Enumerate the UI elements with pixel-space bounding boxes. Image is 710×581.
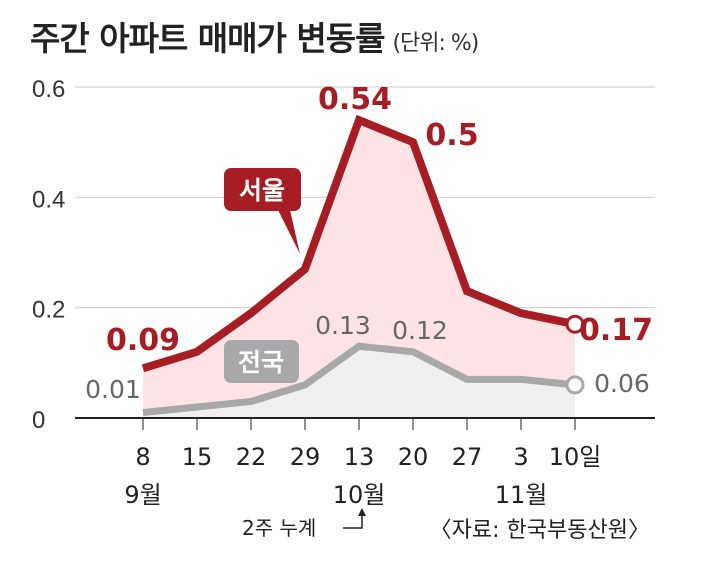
data-label: 0.54 xyxy=(318,82,392,117)
y-tick-label: 0.6 xyxy=(32,76,65,103)
legend-pointer xyxy=(278,210,300,254)
note-arrow xyxy=(343,514,363,529)
month-label: 11월 xyxy=(495,481,548,509)
y-tick-label: 0 xyxy=(32,407,45,434)
title-text: 주간 아파트 매매가 변동률 xyxy=(30,19,385,58)
x-tick-label: 27 xyxy=(452,443,483,471)
data-point xyxy=(565,375,585,395)
data-label: 0.13 xyxy=(315,311,371,340)
x-tick-label: 22 xyxy=(236,443,267,471)
legend-badge-seoul xyxy=(224,168,301,211)
data-point xyxy=(565,314,585,334)
source-label: 〈자료: 한국부동산원〉 xyxy=(429,518,650,543)
annotation-note: 2주 누계 xyxy=(242,516,317,540)
series-line-전국 xyxy=(142,342,576,416)
data-label: 0.06 xyxy=(594,369,650,398)
data-label: 0.09 xyxy=(106,323,180,358)
data-label: 0.01 xyxy=(85,375,141,404)
month-label: 9월 xyxy=(124,481,161,509)
x-tick-label: 20 xyxy=(398,443,429,471)
unit-label: (단위: %) xyxy=(392,31,479,56)
series-line-서울 xyxy=(141,114,576,373)
month-label: 10월 xyxy=(333,481,386,509)
x-tick-label: 10일 xyxy=(549,443,602,471)
x-tick-label: 29 xyxy=(290,443,321,471)
note-arrowhead xyxy=(358,508,366,516)
legend-label: 전국 xyxy=(238,348,284,377)
x-tick-label: 13 xyxy=(344,443,375,471)
legend-badge-national xyxy=(224,340,299,383)
x-tick-label: 15 xyxy=(182,443,213,471)
data-label: 0.17 xyxy=(579,313,653,348)
x-tick-label: 3 xyxy=(513,443,528,471)
y-tick-label: 0.4 xyxy=(32,186,65,213)
legend-label: 서울 xyxy=(239,176,285,205)
x-tick-label: 8 xyxy=(135,443,150,471)
chart-title: 주간 아파트 매매가 변동률 (단위: %) xyxy=(30,12,479,60)
data-label: 0.5 xyxy=(425,118,478,153)
data-label: 0.12 xyxy=(392,316,448,345)
y-tick-label: 0.2 xyxy=(32,297,65,324)
area-전국 xyxy=(143,346,575,418)
